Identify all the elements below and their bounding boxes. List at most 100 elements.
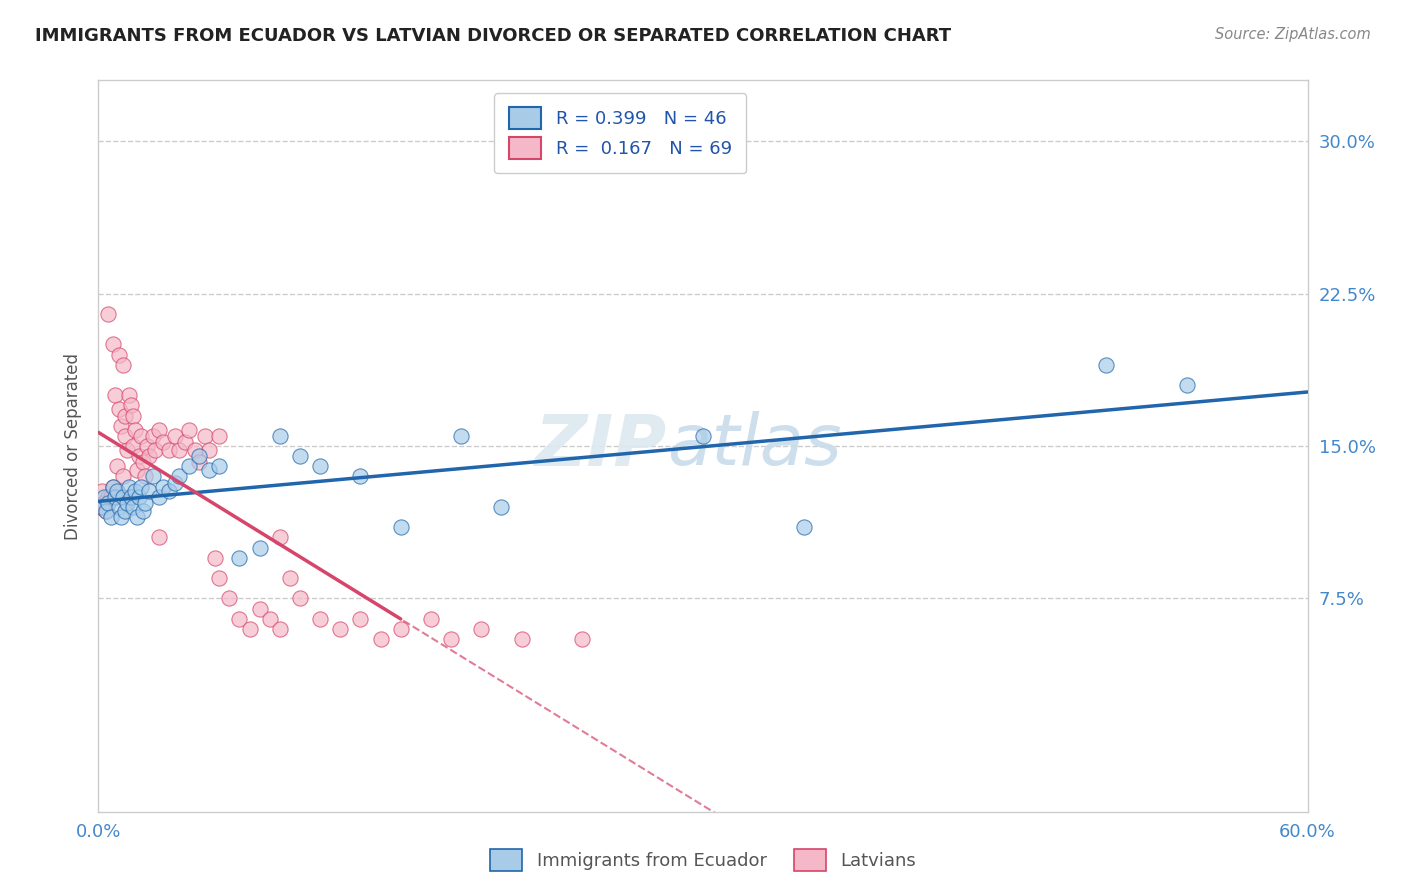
Point	[269, 429, 291, 443]
Point	[309, 612, 332, 626]
Point	[120, 398, 142, 412]
Point	[142, 429, 165, 443]
Point	[218, 591, 240, 606]
Point	[91, 500, 114, 514]
Point	[259, 612, 281, 626]
Point	[93, 490, 115, 504]
Point	[96, 504, 118, 518]
Point	[228, 550, 250, 565]
Point	[118, 480, 141, 494]
Point	[152, 434, 174, 449]
Text: atlas: atlas	[666, 411, 841, 481]
Point	[470, 622, 492, 636]
Point	[450, 429, 472, 443]
Point	[309, 459, 332, 474]
Point	[249, 541, 271, 555]
Point	[103, 490, 125, 504]
Point	[239, 622, 262, 636]
Point	[208, 571, 231, 585]
Point	[157, 443, 180, 458]
Point	[163, 429, 186, 443]
Point	[97, 496, 120, 510]
Point	[510, 632, 533, 646]
Point	[179, 423, 201, 437]
Point	[208, 429, 231, 443]
Point	[198, 443, 221, 458]
Text: IMMIGRANTS FROM ECUADOR VS LATVIAN DIVORCED OR SEPARATED CORRELATION CHART: IMMIGRANTS FROM ECUADOR VS LATVIAN DIVOR…	[35, 27, 952, 45]
Point	[114, 429, 136, 443]
Point	[329, 622, 352, 636]
Point	[103, 388, 125, 402]
Point	[167, 443, 190, 458]
Point	[142, 469, 165, 483]
Point	[110, 418, 132, 433]
Point	[152, 480, 174, 494]
Point	[179, 459, 201, 474]
Point	[120, 490, 142, 504]
Point	[134, 469, 156, 483]
Point	[288, 449, 311, 463]
Point	[121, 439, 143, 453]
Point	[163, 475, 186, 490]
Point	[194, 429, 217, 443]
Point	[107, 500, 129, 514]
Point	[111, 469, 134, 483]
Point	[278, 571, 301, 585]
Text: ZIP: ZIP	[534, 411, 666, 481]
Point	[132, 504, 155, 518]
Point	[370, 632, 392, 646]
Point	[440, 632, 463, 646]
Point	[138, 483, 160, 498]
Point	[157, 483, 180, 498]
Point	[129, 429, 152, 443]
Point	[93, 496, 115, 510]
Point	[110, 510, 132, 524]
Point	[389, 520, 412, 534]
Point	[148, 490, 170, 504]
Point	[269, 530, 291, 544]
Point	[107, 402, 129, 417]
Point	[107, 347, 129, 362]
Point	[188, 455, 211, 469]
Point	[1095, 358, 1118, 372]
Point	[389, 622, 412, 636]
Point	[1175, 378, 1198, 392]
Point	[420, 612, 443, 626]
Point	[491, 500, 513, 514]
Point	[105, 459, 128, 474]
Point	[111, 490, 134, 504]
Point	[105, 483, 128, 498]
Legend: Immigrants from Ecuador, Latvians: Immigrants from Ecuador, Latvians	[482, 842, 924, 879]
Point	[148, 530, 170, 544]
Point	[571, 632, 593, 646]
Point	[125, 510, 148, 524]
Point	[228, 612, 250, 626]
Point	[143, 443, 166, 458]
Text: Source: ZipAtlas.com: Source: ZipAtlas.com	[1215, 27, 1371, 42]
Point	[132, 455, 155, 469]
Point	[692, 429, 714, 443]
Point	[101, 337, 124, 351]
Point	[118, 388, 141, 402]
Point	[135, 439, 157, 453]
Point	[184, 443, 207, 458]
Point	[167, 469, 190, 483]
Point	[269, 622, 291, 636]
Point	[138, 449, 160, 463]
Point	[125, 463, 148, 477]
Point	[208, 459, 231, 474]
Point	[101, 480, 124, 494]
Point	[249, 601, 271, 615]
Point	[114, 409, 136, 423]
Y-axis label: Divorced or Separated: Divorced or Separated	[63, 352, 82, 540]
Point	[188, 449, 211, 463]
Point	[121, 409, 143, 423]
Point	[349, 469, 371, 483]
Point	[174, 434, 197, 449]
Point	[124, 423, 146, 437]
Point	[91, 483, 114, 498]
Point	[198, 463, 221, 477]
Point	[128, 490, 150, 504]
Point	[115, 443, 138, 458]
Point	[134, 496, 156, 510]
